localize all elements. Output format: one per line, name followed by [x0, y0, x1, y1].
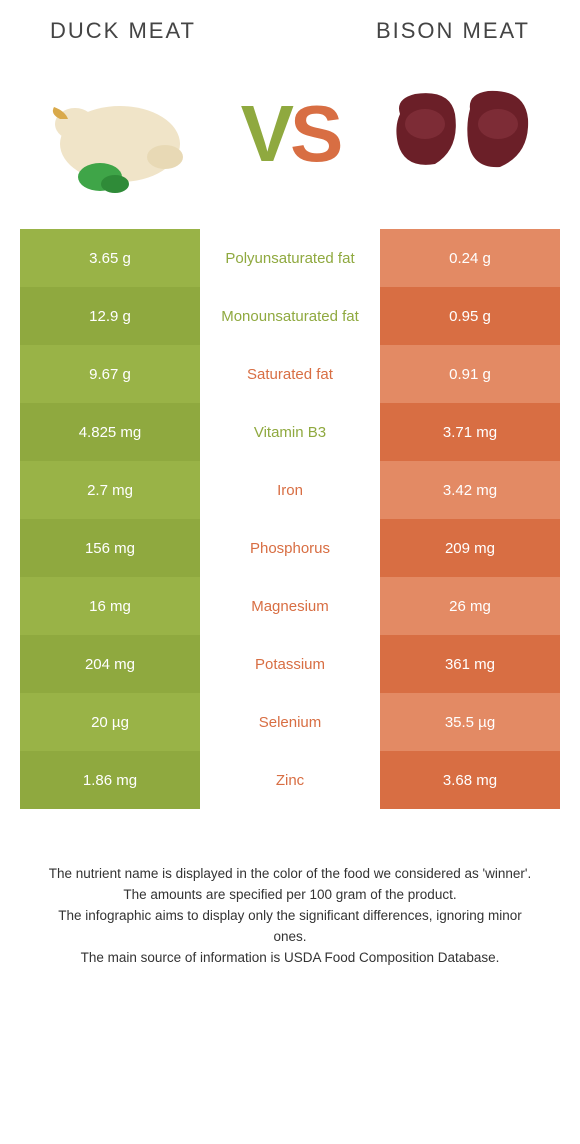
- right-value-cell: 0.24 g: [380, 229, 560, 287]
- nutrient-label: Magnesium: [200, 577, 380, 635]
- right-value-cell: 209 mg: [380, 519, 560, 577]
- left-value-cell: 16 mg: [20, 577, 200, 635]
- table-row: 16 mgMagnesium26 mg: [20, 577, 560, 635]
- nutrient-label: Vitamin B3: [200, 403, 380, 461]
- table-row: 1.86 mgZinc3.68 mg: [20, 751, 560, 809]
- right-food-title: Bison meat: [376, 18, 530, 44]
- table-row: 12.9 gMonounsaturated fat0.95 g: [20, 287, 560, 345]
- header: Duck meat Bison meat: [0, 0, 580, 44]
- vs-v: V: [241, 88, 290, 180]
- bison-image: [380, 69, 540, 199]
- left-value-cell: 204 mg: [20, 635, 200, 693]
- left-value-cell: 156 mg: [20, 519, 200, 577]
- duck-image: [40, 69, 200, 199]
- nutrient-label: Zinc: [200, 751, 380, 809]
- footer-line: The infographic aims to display only the…: [40, 906, 540, 948]
- left-value-cell: 12.9 g: [20, 287, 200, 345]
- table-row: 204 mgPotassium361 mg: [20, 635, 560, 693]
- right-value-cell: 3.42 mg: [380, 461, 560, 519]
- left-value-cell: 9.67 g: [20, 345, 200, 403]
- left-value-cell: 3.65 g: [20, 229, 200, 287]
- hero-row: VS: [0, 44, 580, 229]
- table-row: 4.825 mgVitamin B33.71 mg: [20, 403, 560, 461]
- nutrient-label: Monounsaturated fat: [200, 287, 380, 345]
- nutrient-label: Iron: [200, 461, 380, 519]
- vs-label: VS: [241, 88, 340, 180]
- right-value-cell: 35.5 µg: [380, 693, 560, 751]
- table-row: 9.67 gSaturated fat0.91 g: [20, 345, 560, 403]
- left-value-cell: 2.7 mg: [20, 461, 200, 519]
- right-value-cell: 3.71 mg: [380, 403, 560, 461]
- left-value-cell: 1.86 mg: [20, 751, 200, 809]
- right-value-cell: 26 mg: [380, 577, 560, 635]
- nutrient-label: Polyunsaturated fat: [200, 229, 380, 287]
- nutrient-label: Potassium: [200, 635, 380, 693]
- table-row: 2.7 mgIron3.42 mg: [20, 461, 560, 519]
- comparison-table: 3.65 gPolyunsaturated fat0.24 g12.9 gMon…: [20, 229, 560, 809]
- footer-line: The main source of information is USDA F…: [40, 948, 540, 969]
- vs-s: S: [290, 88, 339, 180]
- left-value-cell: 20 µg: [20, 693, 200, 751]
- right-value-cell: 0.95 g: [380, 287, 560, 345]
- footer-line: The nutrient name is displayed in the co…: [40, 864, 540, 885]
- table-row: 20 µgSelenium35.5 µg: [20, 693, 560, 751]
- nutrient-label: Phosphorus: [200, 519, 380, 577]
- nutrient-label: Saturated fat: [200, 345, 380, 403]
- footer-notes: The nutrient name is displayed in the co…: [0, 809, 580, 969]
- nutrient-label: Selenium: [200, 693, 380, 751]
- table-row: 156 mgPhosphorus209 mg: [20, 519, 560, 577]
- right-value-cell: 3.68 mg: [380, 751, 560, 809]
- left-value-cell: 4.825 mg: [20, 403, 200, 461]
- table-row: 3.65 gPolyunsaturated fat0.24 g: [20, 229, 560, 287]
- right-value-cell: 0.91 g: [380, 345, 560, 403]
- footer-line: The amounts are specified per 100 gram o…: [40, 885, 540, 906]
- left-food-title: Duck meat: [50, 18, 196, 44]
- right-value-cell: 361 mg: [380, 635, 560, 693]
